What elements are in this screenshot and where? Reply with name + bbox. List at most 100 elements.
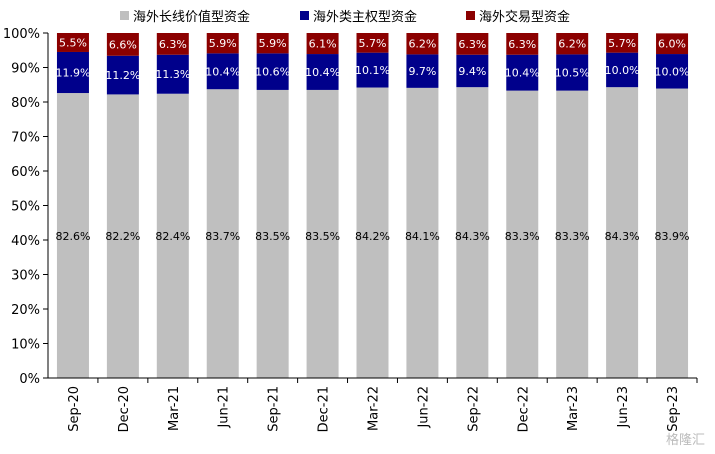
data-label: 6.2% — [408, 38, 436, 51]
bar-segment — [106, 33, 139, 56]
data-label: 10.4% — [505, 67, 540, 80]
bar-segment — [56, 33, 89, 52]
y-tick-label: 70% — [11, 131, 40, 146]
data-label: 6.1% — [309, 38, 337, 51]
data-label: 11.2% — [105, 69, 140, 82]
bar-segment — [556, 90, 589, 379]
bar-segment — [406, 54, 439, 88]
bar-segment — [506, 90, 539, 379]
bar-segment — [656, 54, 689, 89]
bar-segment — [206, 33, 239, 54]
y-tick-label: 20% — [11, 303, 40, 318]
y-tick-label: 60% — [11, 165, 40, 180]
bar-segment — [306, 89, 339, 379]
y-tick-label: 50% — [11, 200, 40, 215]
data-label: 83.3% — [555, 230, 590, 243]
x-tick-label: Sep-20 — [67, 386, 82, 432]
legend-swatch-long-value — [120, 11, 129, 20]
data-label: 10.1% — [355, 64, 390, 77]
data-label: 5.9% — [209, 37, 237, 50]
data-label: 6.6% — [109, 38, 137, 51]
data-label: 84.3% — [605, 230, 640, 243]
legend-swatch-sovereign — [300, 11, 309, 20]
data-label: 10.5% — [555, 67, 590, 80]
y-tick-label: 10% — [11, 338, 40, 353]
legend-swatch-trading — [466, 11, 475, 20]
x-tick-label: Dec-22 — [516, 386, 531, 432]
legend-item-trading: 海外交易型资金 — [466, 6, 570, 25]
bar-segment — [306, 33, 339, 55]
data-label: 82.6% — [55, 230, 90, 243]
bar-segment — [156, 33, 189, 55]
bar-segment — [406, 87, 439, 378]
x-tick-label: Sep-22 — [466, 386, 481, 432]
data-label: 82.2% — [105, 230, 140, 243]
y-tick-label: 0% — [19, 372, 40, 387]
bar-segment — [56, 93, 89, 378]
data-label: 10.0% — [655, 65, 690, 78]
data-label: 11.9% — [55, 67, 90, 80]
data-label: 5.5% — [59, 36, 87, 49]
data-label: 83.7% — [205, 230, 240, 243]
bar-segment — [356, 52, 389, 88]
x-tick-label: Jun-22 — [416, 386, 431, 429]
bar-segment — [356, 33, 389, 53]
bar-segment — [606, 52, 639, 88]
data-label: 83.9% — [655, 230, 690, 243]
x-tick-label: Mar-21 — [167, 386, 182, 431]
bar-segment — [456, 87, 489, 378]
data-label: 6.3% — [458, 38, 486, 51]
bar-segment — [506, 54, 539, 91]
x-tick-label: Sep-21 — [267, 386, 282, 432]
x-tick-label: Jun-21 — [217, 386, 232, 429]
data-label: 84.3% — [455, 230, 490, 243]
bar-segment — [106, 55, 139, 95]
y-tick-label: 40% — [11, 234, 40, 249]
x-tick-label: Dec-21 — [317, 386, 332, 432]
bar-segment — [156, 93, 189, 378]
data-label: 6.0% — [658, 38, 686, 51]
x-tick-label: Dec-20 — [117, 386, 132, 432]
bar-segment — [206, 53, 239, 90]
watermark-logo: 格隆汇 — [665, 433, 705, 448]
data-label: 6.3% — [508, 38, 536, 51]
data-label: 9.4% — [458, 65, 486, 78]
data-label: 10.0% — [605, 64, 640, 77]
bar-segment — [356, 87, 389, 378]
bar-segment — [656, 88, 689, 379]
data-label: 82.4% — [155, 230, 190, 243]
x-tick-label: Mar-22 — [367, 386, 382, 431]
bar-segment — [606, 33, 639, 53]
legend-label: 海外类主权型资金 — [313, 10, 418, 25]
data-label: 84.2% — [355, 230, 390, 243]
data-label: 5.7% — [359, 37, 387, 50]
bar-segment — [256, 33, 289, 54]
x-tick-label: Sep-23 — [666, 386, 681, 432]
data-label: 84.1% — [405, 230, 440, 243]
bar-segment — [56, 51, 89, 94]
legend-item-long-value: 海外长线价值型资金 — [120, 6, 250, 25]
data-label: 10.4% — [205, 65, 240, 78]
x-tick-label: Jun-23 — [616, 386, 631, 429]
data-label: 9.7% — [408, 65, 436, 78]
bar-segment — [406, 33, 439, 55]
data-label: 10.6% — [255, 66, 290, 79]
bar-segment — [656, 33, 689, 55]
legend-label: 海外交易型资金 — [479, 10, 571, 25]
legend-item-sovereign: 海外类主权型资金 — [300, 6, 417, 25]
y-tick-label: 100% — [3, 27, 40, 42]
data-label: 5.9% — [259, 37, 287, 50]
data-label: 83.3% — [505, 230, 540, 243]
bar-segment — [206, 89, 239, 379]
data-label: 11.3% — [155, 68, 190, 81]
y-tick-label: 90% — [11, 62, 40, 77]
bar-segment — [256, 89, 289, 379]
bar-segment — [506, 33, 539, 55]
bar-segment — [556, 54, 589, 91]
bar-segment — [306, 54, 339, 90]
bar-segment — [456, 33, 489, 55]
data-label: 5.7% — [608, 37, 636, 50]
data-label: 83.5% — [305, 230, 340, 243]
data-label: 6.2% — [558, 38, 586, 51]
